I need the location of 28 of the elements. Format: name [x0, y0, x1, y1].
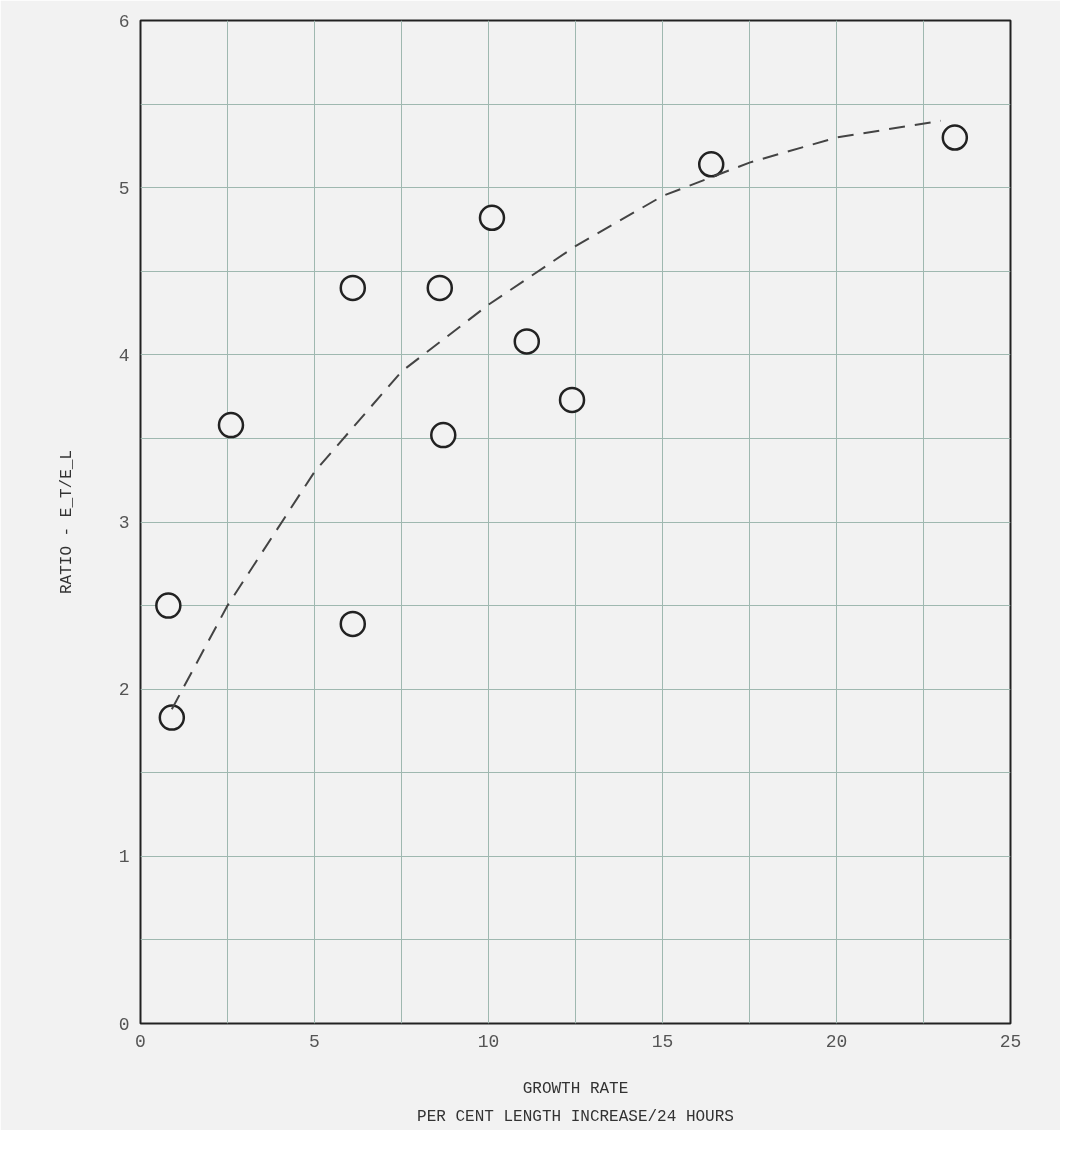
- point: [941, 124, 969, 151]
- point: [339, 610, 367, 638]
- y-tick-label: 3: [118, 513, 130, 533]
- x-tick-label: 5: [309, 1031, 320, 1052]
- y-tick-label: 5: [118, 178, 130, 199]
- y-tick-label: 6: [118, 11, 130, 32]
- point: [430, 421, 457, 449]
- point: [426, 274, 454, 302]
- y-axis-title: RATIO - E_T/E_L: [57, 449, 76, 595]
- point: [217, 411, 245, 439]
- x-tick-label: 25: [999, 1031, 1022, 1052]
- point: [478, 204, 506, 231]
- x-tick-label: 10: [477, 1031, 500, 1052]
- y-tick-label: 2: [118, 680, 130, 701]
- y-tick-label: 0: [118, 1014, 130, 1035]
- point: [158, 704, 186, 731]
- x-tick-label: 0: [135, 1031, 146, 1052]
- y-tick-label: 4: [118, 345, 130, 366]
- y-tick-label: 1: [118, 847, 130, 868]
- x-axis-title: GROWTH RATE: [522, 1079, 629, 1098]
- point: [558, 386, 586, 414]
- point: [697, 151, 725, 178]
- point: [513, 328, 541, 355]
- point: [155, 592, 182, 619]
- point: [339, 274, 367, 302]
- text: PER CENT LENGTH INCREASE/24 HOURS: [417, 1107, 734, 1126]
- x-tick-label: 20: [825, 1031, 848, 1052]
- x-tick-label: 15: [651, 1031, 674, 1052]
